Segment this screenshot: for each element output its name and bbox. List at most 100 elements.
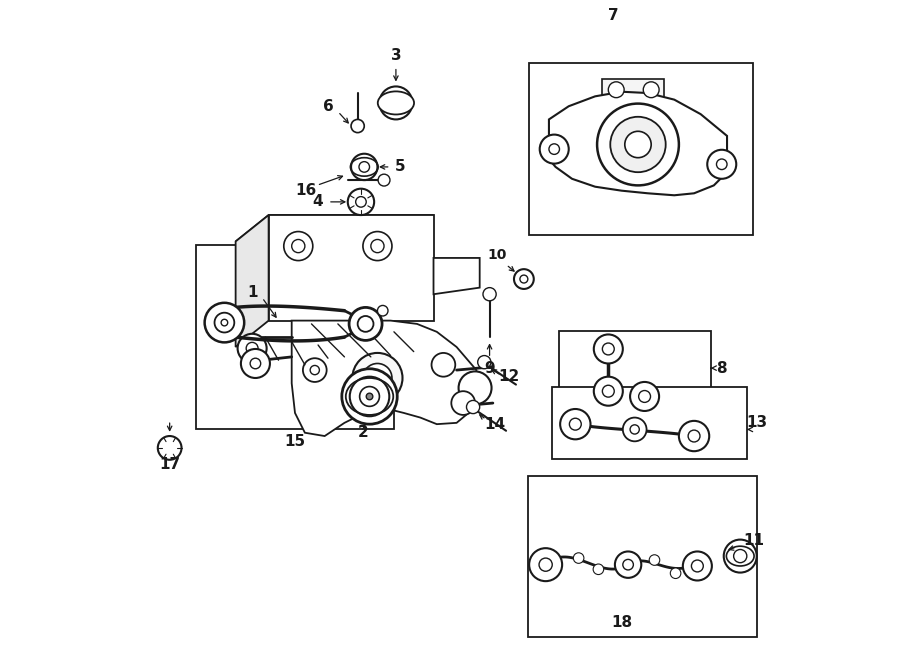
Circle shape bbox=[734, 549, 747, 563]
Circle shape bbox=[250, 358, 261, 369]
Circle shape bbox=[356, 196, 366, 207]
Circle shape bbox=[284, 231, 313, 260]
Circle shape bbox=[683, 551, 712, 580]
Circle shape bbox=[483, 288, 496, 301]
Circle shape bbox=[431, 353, 455, 377]
Circle shape bbox=[597, 104, 679, 185]
Text: 12: 12 bbox=[499, 369, 520, 384]
Bar bbox=[196, 245, 394, 430]
Circle shape bbox=[639, 391, 651, 403]
Circle shape bbox=[602, 385, 614, 397]
Circle shape bbox=[371, 239, 384, 253]
Circle shape bbox=[342, 369, 397, 424]
Circle shape bbox=[549, 144, 560, 155]
Circle shape bbox=[347, 188, 374, 215]
Text: 8: 8 bbox=[716, 361, 727, 375]
Circle shape bbox=[520, 275, 527, 283]
Circle shape bbox=[630, 382, 659, 411]
Text: 10: 10 bbox=[487, 249, 507, 262]
Circle shape bbox=[724, 539, 757, 572]
Polygon shape bbox=[549, 92, 727, 195]
Circle shape bbox=[378, 174, 390, 186]
Circle shape bbox=[349, 307, 382, 340]
Circle shape bbox=[310, 366, 320, 375]
Circle shape bbox=[560, 409, 590, 440]
Circle shape bbox=[380, 87, 412, 120]
Circle shape bbox=[691, 560, 703, 572]
Text: 6: 6 bbox=[322, 98, 333, 114]
Polygon shape bbox=[268, 215, 434, 321]
Circle shape bbox=[459, 371, 491, 405]
Circle shape bbox=[303, 358, 327, 382]
Text: 5: 5 bbox=[395, 159, 406, 175]
Circle shape bbox=[593, 564, 604, 574]
Circle shape bbox=[351, 154, 377, 180]
Bar bbox=[553, 387, 747, 459]
Circle shape bbox=[594, 377, 623, 406]
Circle shape bbox=[478, 356, 491, 369]
Circle shape bbox=[625, 132, 652, 158]
Circle shape bbox=[540, 135, 569, 164]
Circle shape bbox=[351, 120, 364, 133]
Circle shape bbox=[366, 393, 373, 400]
Circle shape bbox=[451, 391, 475, 415]
Circle shape bbox=[529, 548, 562, 581]
Circle shape bbox=[204, 303, 244, 342]
Circle shape bbox=[373, 373, 382, 383]
Text: 17: 17 bbox=[159, 457, 180, 472]
Circle shape bbox=[644, 82, 659, 98]
Circle shape bbox=[539, 558, 553, 571]
Circle shape bbox=[623, 418, 646, 442]
Circle shape bbox=[608, 82, 624, 98]
Bar bbox=[527, 476, 757, 637]
Text: 13: 13 bbox=[746, 415, 768, 430]
Circle shape bbox=[350, 377, 390, 416]
Circle shape bbox=[377, 305, 388, 316]
Circle shape bbox=[214, 313, 234, 332]
Bar bbox=[529, 63, 753, 235]
Text: 1: 1 bbox=[247, 285, 257, 299]
Circle shape bbox=[610, 117, 666, 173]
Circle shape bbox=[292, 239, 305, 253]
Circle shape bbox=[466, 401, 480, 414]
Circle shape bbox=[570, 418, 581, 430]
Text: 3: 3 bbox=[391, 48, 401, 63]
Circle shape bbox=[158, 436, 182, 460]
Circle shape bbox=[602, 343, 614, 355]
Circle shape bbox=[716, 159, 727, 170]
Circle shape bbox=[615, 551, 642, 578]
Circle shape bbox=[688, 430, 700, 442]
Circle shape bbox=[514, 269, 534, 289]
Polygon shape bbox=[292, 321, 476, 436]
Text: 16: 16 bbox=[295, 183, 317, 198]
Circle shape bbox=[353, 353, 402, 403]
Circle shape bbox=[241, 349, 270, 378]
Ellipse shape bbox=[378, 91, 414, 114]
Circle shape bbox=[649, 555, 660, 565]
Circle shape bbox=[670, 568, 681, 578]
Circle shape bbox=[363, 364, 392, 393]
Circle shape bbox=[393, 100, 399, 106]
Bar bbox=[602, 79, 664, 100]
Circle shape bbox=[247, 342, 258, 354]
Text: 2: 2 bbox=[357, 425, 368, 440]
Polygon shape bbox=[236, 215, 434, 241]
Bar bbox=[559, 330, 710, 413]
Text: 7: 7 bbox=[608, 8, 619, 22]
Circle shape bbox=[573, 553, 584, 563]
Text: 15: 15 bbox=[284, 434, 306, 449]
Circle shape bbox=[630, 425, 639, 434]
Circle shape bbox=[221, 319, 228, 326]
Circle shape bbox=[594, 334, 623, 364]
Bar bbox=[285, 261, 335, 304]
Circle shape bbox=[707, 150, 736, 178]
Bar bbox=[345, 261, 410, 304]
Circle shape bbox=[238, 334, 266, 363]
Circle shape bbox=[359, 162, 370, 173]
Text: 18: 18 bbox=[611, 615, 632, 629]
Text: 9: 9 bbox=[484, 362, 495, 376]
Circle shape bbox=[360, 387, 380, 407]
Circle shape bbox=[388, 95, 404, 111]
Polygon shape bbox=[434, 258, 480, 294]
Polygon shape bbox=[236, 215, 268, 347]
